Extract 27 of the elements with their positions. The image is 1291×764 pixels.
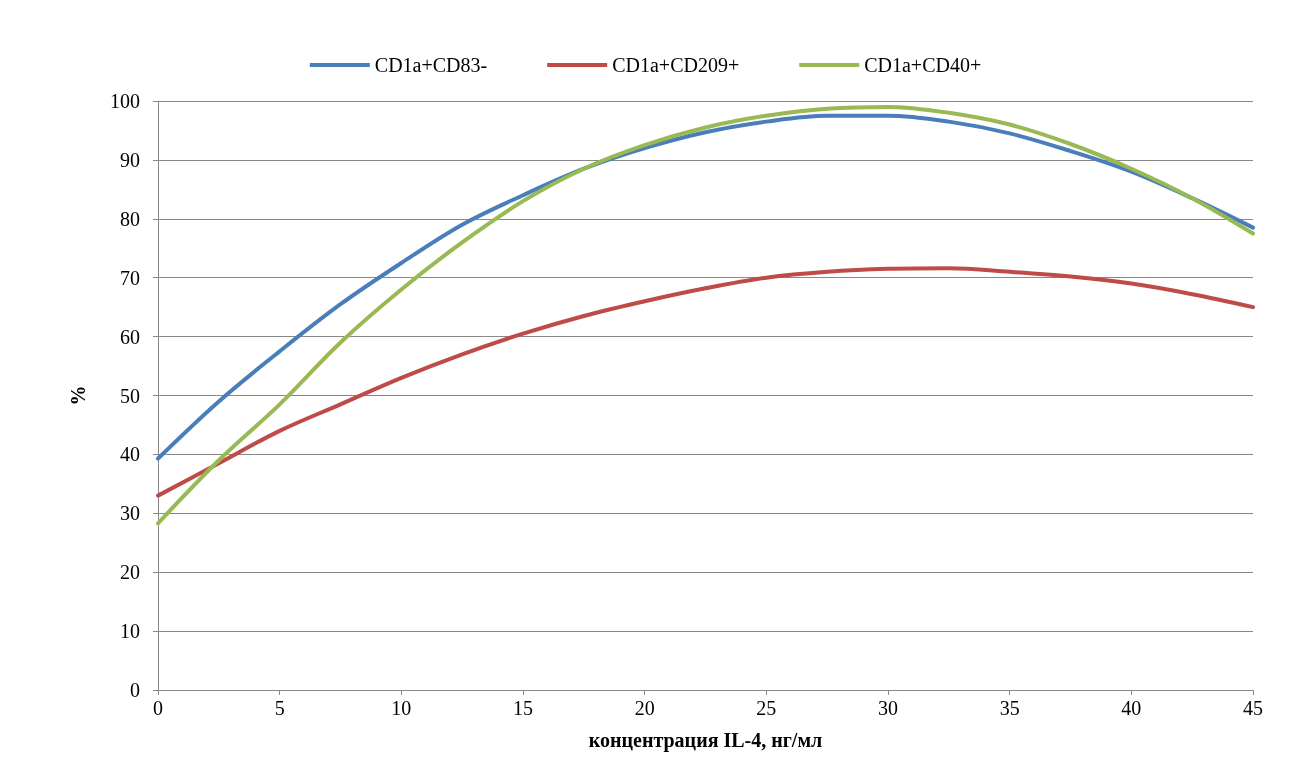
x-tick-label: 25 (756, 697, 777, 719)
x-tick-label: 0 (153, 697, 163, 719)
x-tick-label: 45 (1243, 697, 1263, 719)
y-tick-label: 30 (120, 502, 140, 525)
y-tick-label: 80 (120, 207, 140, 230)
x-tick-label: 10 (391, 697, 412, 719)
x-axis-title: концентрация IL-4, нг/мл (588, 729, 823, 752)
y-tick-label: 100 (110, 90, 140, 112)
x-tick-label: 30 (878, 697, 898, 719)
x-tick-label: 40 (1121, 697, 1142, 719)
x-tick-label: 35 (999, 697, 1020, 719)
x-tick-label: 5 (274, 697, 285, 719)
legend-label: CD1a+CD40+ (864, 54, 982, 76)
x-tick-label: 15 (513, 697, 533, 719)
legend-label: CD1a+CD209+ (612, 54, 740, 76)
y-tick-label: 70 (120, 266, 140, 289)
y-tick-label: 50 (120, 384, 140, 407)
y-tick-label: 0 (130, 679, 140, 701)
x-tick-label: 20 (634, 697, 655, 719)
y-tick-label: 20 (120, 561, 140, 584)
y-tick-label: 60 (120, 325, 140, 348)
line-series (156, 266, 1255, 498)
y-axis-title: % (67, 385, 89, 406)
legend-label: CD1a+CD83- (374, 54, 488, 76)
y-tick-label: 90 (120, 148, 140, 171)
y-tick-label: 40 (120, 443, 140, 466)
y-tick-label: 10 (120, 620, 140, 643)
